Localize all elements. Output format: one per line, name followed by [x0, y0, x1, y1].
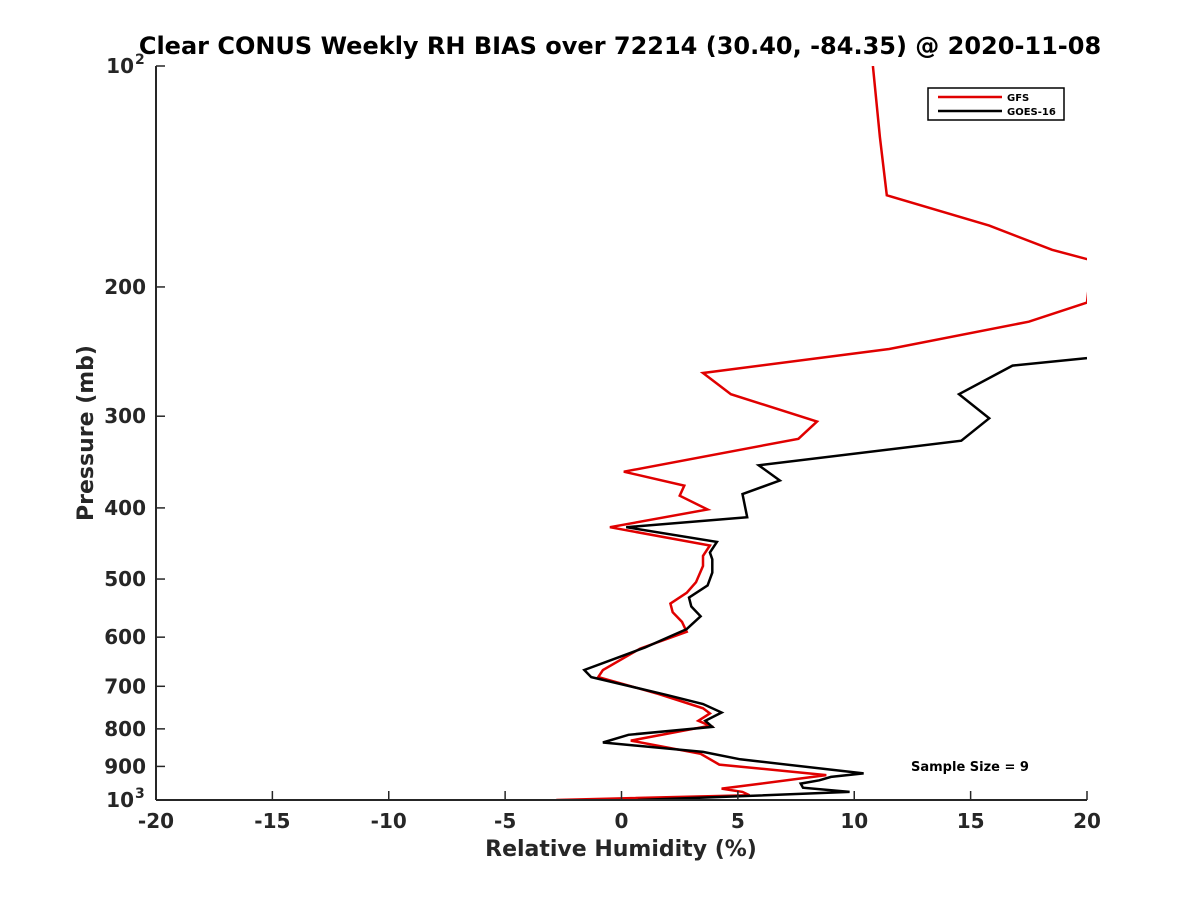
- y-tick-label: 10: [106, 54, 134, 78]
- y-tick-base: 300: [104, 404, 146, 428]
- legend-label-goes-16: GOES-16: [1007, 107, 1056, 118]
- y-tick-label: 500: [104, 567, 146, 591]
- y-tick-label: 10: [106, 788, 134, 812]
- x-tick-label: -10: [371, 809, 407, 833]
- y-tick-label: 700: [104, 674, 146, 698]
- x-axis-label: Relative Humidity (%): [485, 837, 757, 862]
- y-tick-base: 800: [104, 717, 146, 741]
- y-tick-exponent: 3: [135, 786, 145, 802]
- x-axis-ticks: -20 -15 -10 -5 0 5 10 15 20: [138, 791, 1101, 833]
- y-tick-base: 10: [106, 788, 134, 812]
- y-tick-base: 900: [104, 754, 146, 778]
- y-tick-label: 300: [104, 404, 146, 428]
- y-tick-base: 400: [104, 496, 146, 520]
- y-tick-base: 200: [104, 275, 146, 299]
- x-tick-label: 5: [731, 809, 745, 833]
- series-layer: [556, 66, 1087, 800]
- y-tick-base: 600: [104, 625, 146, 649]
- x-tick-label: 15: [957, 809, 985, 833]
- y-tick-label: 800: [104, 717, 146, 741]
- sample-size-annotation: Sample Size = 9: [911, 760, 1029, 775]
- y-axis-label: Pressure (mb): [74, 345, 99, 521]
- legend-box: [927, 87, 1065, 121]
- legend: GFS GOES-16: [927, 87, 1065, 121]
- x-tick-label: 20: [1073, 809, 1101, 833]
- y-tick-base: 500: [104, 567, 146, 591]
- x-tick-label: -5: [494, 809, 516, 833]
- chart-title: Clear CONUS Weekly RH BIAS over 72214 (3…: [139, 32, 1101, 60]
- y-tick-label: 900: [104, 754, 146, 778]
- series-line-goes-16: [582, 356, 1087, 800]
- y-tick-exponent: 2: [135, 52, 145, 68]
- x-tick-label: 0: [615, 809, 629, 833]
- x-tick-label: -15: [254, 809, 290, 833]
- y-tick-label: 200: [104, 275, 146, 299]
- y-tick-label: 400: [104, 496, 146, 520]
- x-tick-label: -20: [138, 809, 174, 833]
- y-tick-label: 600: [104, 625, 146, 649]
- y-tick-base: 10: [106, 54, 134, 78]
- y-tick-base: 700: [104, 674, 146, 698]
- x-tick-label: 10: [840, 809, 868, 833]
- legend-label-gfs: GFS: [1007, 93, 1029, 104]
